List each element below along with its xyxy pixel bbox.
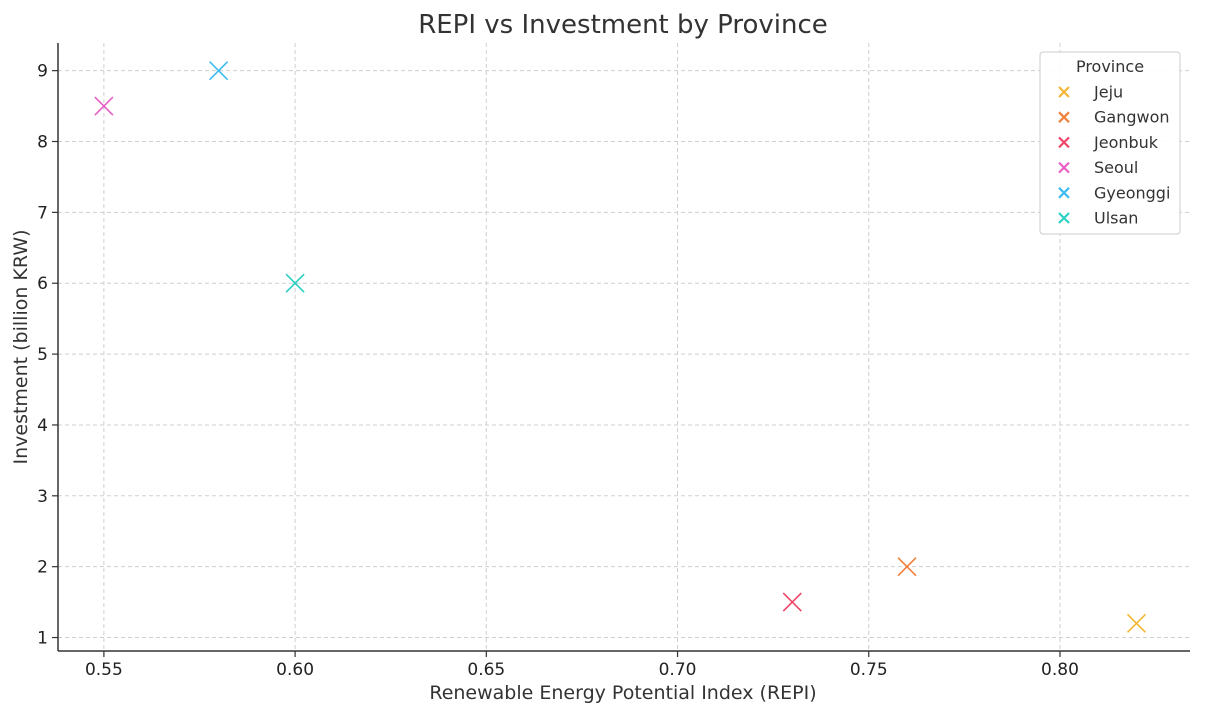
legend-label: Ulsan bbox=[1094, 209, 1138, 228]
x-tick-label: 0.75 bbox=[850, 660, 888, 680]
y-tick-label: 3 bbox=[37, 487, 48, 507]
x-axis-label: Renewable Energy Potential Index (REPI) bbox=[429, 682, 816, 704]
legend-item-gyeonggi: Gyeonggi bbox=[1058, 183, 1170, 202]
legend-marker-seoul bbox=[1058, 161, 1070, 174]
data-points bbox=[94, 61, 1147, 633]
grid bbox=[58, 43, 1190, 651]
x-tick-label: 0.55 bbox=[85, 660, 123, 680]
legend: Province Jeju Gangwon Jeonbuk Seoul Gyeonggi… bbox=[1039, 51, 1181, 235]
legend-label: Jeonbuk bbox=[1093, 133, 1159, 152]
legend-item-seoul: Seoul bbox=[1058, 158, 1138, 177]
legend-marker-gangwon bbox=[1058, 111, 1070, 123]
legend-title: Province bbox=[1076, 57, 1144, 76]
y-tick-label: 1 bbox=[37, 629, 48, 649]
legend-marker-jeonbuk bbox=[1058, 136, 1070, 149]
legend-item-gangwon: Gangwon bbox=[1058, 108, 1170, 127]
y-axis-label: Investment (billion KRW) bbox=[10, 229, 32, 464]
legend-marker-gyeonggi bbox=[1058, 187, 1070, 199]
y-tick-label: 8 bbox=[37, 132, 48, 152]
data-point-jeju bbox=[1126, 613, 1147, 633]
y-tick-label: 2 bbox=[37, 558, 48, 578]
legend-item-jeju: Jeju bbox=[1058, 83, 1123, 102]
legend-label: Gangwon bbox=[1094, 108, 1170, 127]
legend-marker-jeju bbox=[1058, 86, 1070, 98]
legend-label: Seoul bbox=[1094, 158, 1138, 177]
x-tick-label: 0.60 bbox=[276, 660, 314, 680]
legend-label: Jeju bbox=[1093, 83, 1123, 102]
data-point-jeonbuk bbox=[782, 592, 802, 612]
data-point-gyeonggi bbox=[209, 61, 229, 81]
legend-item-ulsan: Ulsan bbox=[1058, 209, 1138, 228]
x-tick-label: 0.80 bbox=[1041, 660, 1079, 680]
tick-labels: 0.55 0.60 0.65 0.70 0.75 0.80 1 2 3 4 5 6 7 8 9 bbox=[37, 62, 1079, 680]
y-tick-label: 7 bbox=[37, 203, 48, 223]
data-point-gangwon bbox=[897, 557, 917, 577]
chart-title: REPI vs Investment by Province bbox=[418, 10, 828, 40]
y-tick-label: 9 bbox=[37, 62, 48, 82]
data-point-seoul bbox=[94, 96, 114, 116]
axes bbox=[52, 43, 1190, 657]
data-point-ulsan bbox=[285, 273, 305, 293]
legend-item-jeonbuk: Jeonbuk bbox=[1058, 133, 1159, 152]
legend-label: Gyeonggi bbox=[1094, 183, 1170, 202]
legend-items: Jeju Gangwon Jeonbuk Seoul Gyeonggi Ulsan bbox=[1058, 83, 1170, 228]
x-tick-label: 0.65 bbox=[467, 660, 505, 680]
x-tick-label: 0.70 bbox=[659, 660, 697, 680]
y-tick-label: 4 bbox=[37, 416, 48, 436]
legend-marker-ulsan bbox=[1058, 212, 1070, 224]
y-tick-label: 6 bbox=[37, 274, 48, 294]
y-tick-label: 5 bbox=[37, 345, 48, 365]
legend-box bbox=[1039, 51, 1181, 235]
